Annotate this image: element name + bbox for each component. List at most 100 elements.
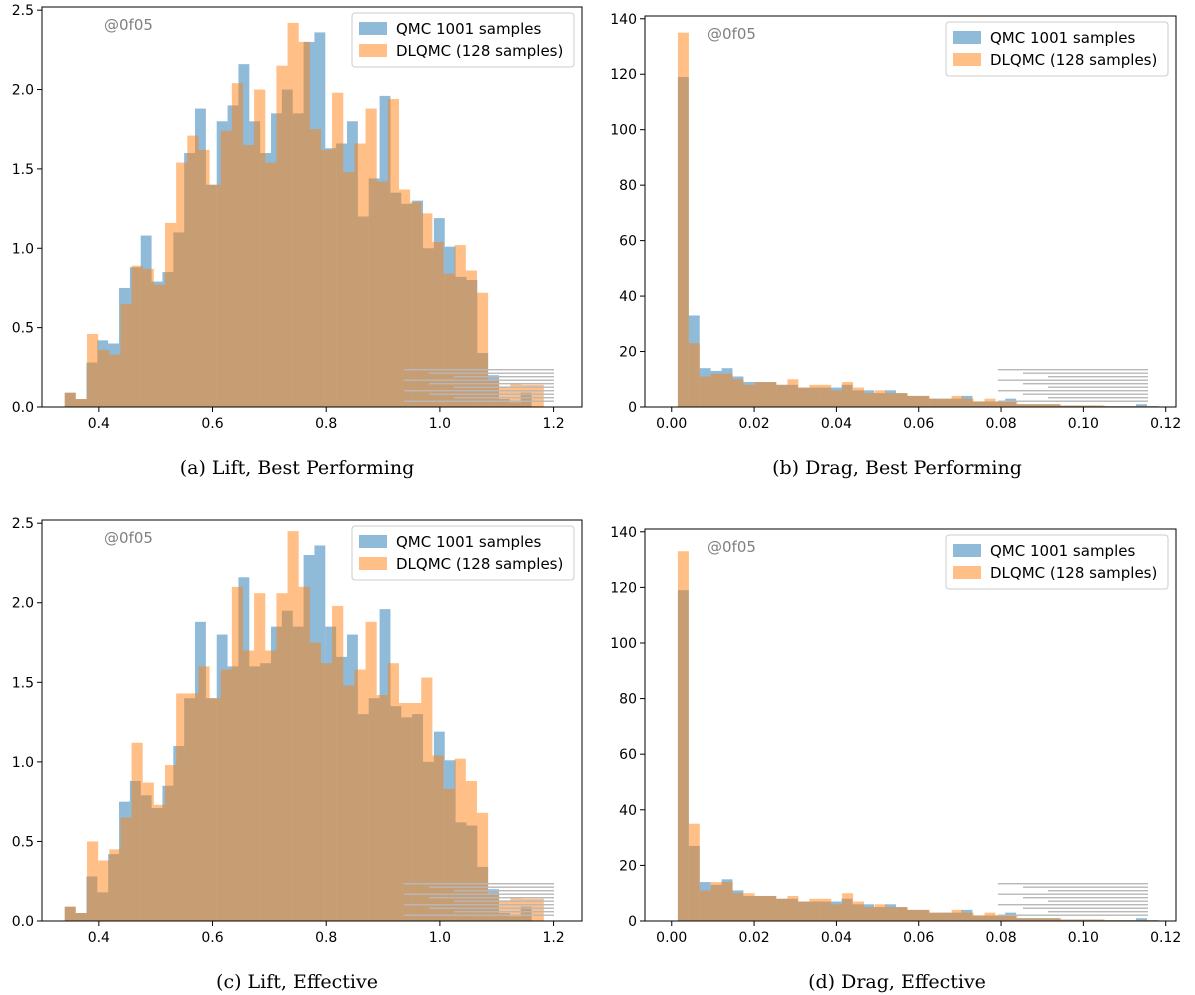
histogram-bar (995, 915, 1007, 921)
histogram-bar (1083, 405, 1094, 407)
commit-info-line (404, 904, 554, 906)
histogram-bar (754, 895, 766, 921)
y-tick-label: 1.5 (12, 162, 34, 178)
histogram-bar (896, 393, 908, 407)
y-tick-label: 0 (628, 400, 637, 416)
legend-a: QMC 1001 samples DLQMC (128 samples) (351, 12, 575, 68)
histogram-bar (677, 551, 689, 921)
histogram-bar (940, 912, 952, 921)
commit-info-line (998, 904, 1148, 906)
histogram-bar (432, 755, 444, 921)
x-tick-label: 0.10 (1068, 416, 1099, 432)
histogram-bar (265, 650, 277, 921)
commit-info-block (998, 369, 1148, 402)
y-tick-label: 60 (619, 747, 637, 763)
commit-info-line (404, 390, 554, 392)
histogram-bar (743, 384, 755, 407)
legend-swatch-qmc (953, 31, 981, 44)
histogram-bar (885, 393, 897, 407)
commit-info-block (404, 369, 554, 402)
y-tick-label: 100 (610, 123, 637, 139)
commit-info-line (998, 400, 1148, 402)
histogram-bar (699, 890, 711, 921)
y-tick-label: 40 (619, 803, 637, 819)
histogram-bar (165, 222, 177, 407)
commit-info-block (998, 883, 1148, 916)
histogram-bar (940, 398, 952, 407)
histogram-bar (254, 593, 266, 921)
commit-info-line (404, 914, 554, 916)
legend-swatch-qmc (953, 544, 981, 557)
x-tick-label: 0.12 (1150, 416, 1181, 432)
histogram-bar (209, 184, 221, 407)
legend-swatch-qmc (359, 22, 387, 35)
y-tick-label: 60 (619, 234, 637, 250)
histogram-bar (962, 912, 974, 921)
panel-b-drag-best: 0.00 0.02 0.04 0.06 0.08 0.10 0.12 0 20 40 60 80 100… (610, 12, 1181, 432)
histogram-bar (521, 898, 533, 921)
histogram-bar (1136, 918, 1147, 921)
histogram-bar (465, 780, 477, 921)
commit-info-line (998, 379, 1148, 381)
histogram-bar (64, 906, 76, 921)
legend-swatch-dlqmc (953, 53, 981, 66)
histogram-bar (1006, 401, 1018, 407)
histogram-bar (1072, 919, 1084, 921)
histogram-bar (1050, 918, 1062, 921)
histogram-bar (907, 395, 919, 407)
histogram-bar (176, 162, 188, 407)
histogram-bar (454, 245, 466, 407)
commit-info-line (404, 883, 554, 885)
x-tick-label: 0.6 (201, 930, 223, 946)
x-tick-label: 0.06 (903, 930, 934, 946)
legend-label-qmc: QMC 1001 samples (990, 542, 1135, 560)
commit-info-line (998, 883, 1148, 885)
legend-d: QMC 1001 samples DLQMC (128 samples) (945, 534, 1169, 590)
histogram-bar (454, 758, 466, 921)
histogram-bar (220, 669, 232, 921)
histogram-bar (918, 395, 930, 407)
legend-box (945, 21, 1169, 77)
legend-box (351, 525, 575, 581)
legend-label-qmc: QMC 1001 samples (396, 533, 541, 551)
histogram-bar (809, 898, 821, 921)
histogram-bar (354, 669, 366, 921)
histogram-bar (276, 593, 288, 921)
histogram-bar (688, 343, 700, 407)
histogram-bar (929, 912, 941, 921)
commit-info-line (1023, 383, 1148, 385)
histogram-bar (309, 642, 321, 921)
y-tick-label: 2.5 (12, 516, 34, 532)
legend-label-qmc: QMC 1001 samples (990, 29, 1135, 47)
histogram-bar (120, 817, 132, 921)
histogram-bar (984, 398, 996, 407)
histogram-bar (242, 650, 255, 921)
y-tick-label: 80 (619, 692, 637, 708)
commit-info-line (429, 393, 554, 395)
histogram-bar (432, 241, 444, 407)
commit-info-line (404, 893, 554, 895)
x-tick-label: 0.8 (315, 930, 337, 946)
y-tick-label: 80 (619, 178, 637, 194)
histogram-bar (710, 373, 722, 407)
histogram-bar (231, 586, 243, 921)
histogram-bar (332, 92, 344, 408)
histogram-bar (198, 149, 210, 408)
commit-info-line (454, 890, 554, 892)
x-tick-label: 0.08 (985, 416, 1016, 432)
series-qmc-b (677, 77, 1158, 407)
x-tick-label: 1.0 (429, 930, 451, 946)
histogram-bar (754, 382, 766, 407)
histogram-bar (75, 913, 88, 921)
legend-swatch-dlqmc (953, 566, 981, 579)
histogram-bar (421, 677, 433, 921)
histogram-bar (853, 387, 865, 407)
histogram-bar (1017, 918, 1029, 921)
legend-swatch-qmc (359, 535, 387, 548)
histogram-bar (131, 742, 143, 921)
y-tick-label: 20 (619, 345, 637, 361)
caption-a: (a) Lift, Best Performing (180, 457, 415, 479)
watermark-d: @0f05 (707, 538, 756, 556)
histogram-bar (320, 149, 333, 408)
